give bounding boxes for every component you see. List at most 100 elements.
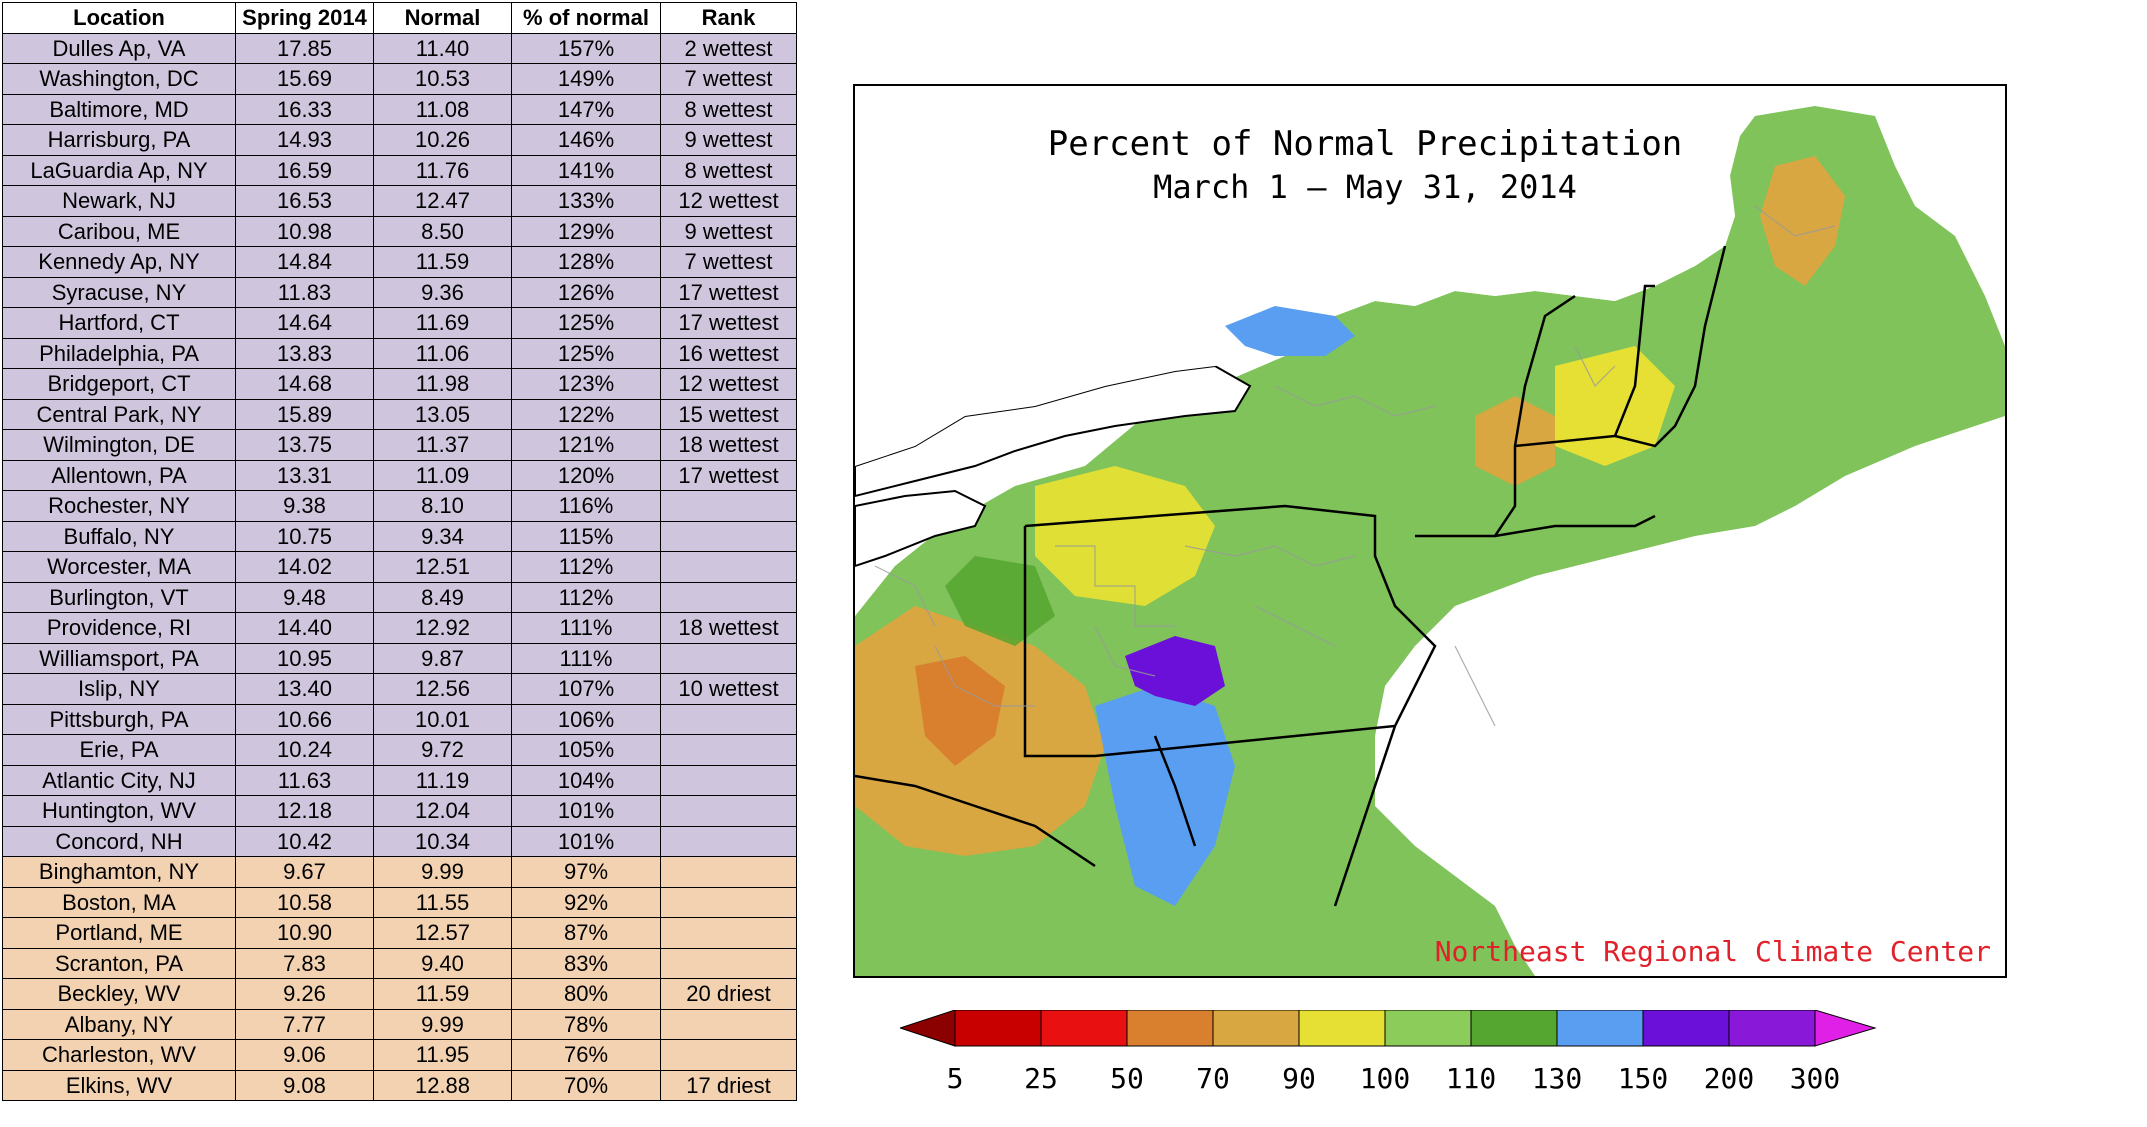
cell-normal: 11.98 <box>373 368 512 400</box>
cell-normal: 11.06 <box>373 337 512 369</box>
cell-spring-2014: 16.33 <box>235 93 374 125</box>
cell-percent-of-normal: 78% <box>511 1008 661 1040</box>
cell-location: Williamsport, PA <box>2 642 236 674</box>
cell-spring-2014: 14.02 <box>235 551 374 583</box>
legend-swatch <box>954 1010 1042 1047</box>
table-row: Buffalo, NY 10.75 9.34 115% <box>2 520 797 552</box>
cell-normal: 11.55 <box>373 886 512 918</box>
legend-swatch <box>1384 1010 1472 1047</box>
table-row: Albany, NY 7.77 9.99 78% <box>2 1008 797 1040</box>
cell-normal: 12.51 <box>373 551 512 583</box>
table-row: Erie, PA 10.24 9.72 105% <box>2 734 797 766</box>
cell-location: Scranton, PA <box>2 947 236 979</box>
table-row: Newark, NJ 16.53 12.47 133% 12 wettest <box>2 185 797 217</box>
cell-normal: 9.99 <box>373 1008 512 1040</box>
legend-label: 5 <box>947 1062 964 1095</box>
table-row: Wilmington, DE 13.75 11.37 121% 18 wettest <box>2 429 797 461</box>
cell-rank: 12 wettest <box>660 185 797 217</box>
cell-percent-of-normal: 125% <box>511 307 661 339</box>
cell-spring-2014: 15.69 <box>235 63 374 95</box>
cell-location: Caribou, ME <box>2 215 236 247</box>
cell-normal: 10.34 <box>373 825 512 857</box>
cell-percent-of-normal: 126% <box>511 276 661 308</box>
table-row: Scranton, PA 7.83 9.40 83% <box>2 947 797 979</box>
table-row: Rochester, NY 9.38 8.10 116% <box>2 490 797 522</box>
cell-spring-2014: 11.83 <box>235 276 374 308</box>
cell-normal: 8.50 <box>373 215 512 247</box>
cell-rank <box>660 886 797 918</box>
cell-location: Washington, DC <box>2 63 236 95</box>
cell-spring-2014: 14.84 <box>235 246 374 278</box>
cell-location: LaGuardia Ap, NY <box>2 154 236 186</box>
cell-spring-2014: 16.59 <box>235 154 374 186</box>
cell-location: Newark, NJ <box>2 185 236 217</box>
cell-spring-2014: 14.40 <box>235 612 374 644</box>
cell-spring-2014: 10.66 <box>235 703 374 735</box>
cell-location: Philadelphia, PA <box>2 337 236 369</box>
cell-rank: 7 wettest <box>660 246 797 278</box>
zone-blue-ny <box>1225 306 1355 356</box>
cell-percent-of-normal: 147% <box>511 93 661 125</box>
cell-percent-of-normal: 115% <box>511 520 661 552</box>
cell-location: Islip, NY <box>2 673 236 705</box>
legend-swatch <box>1642 1010 1730 1047</box>
cell-location: Albany, NY <box>2 1008 236 1040</box>
cell-rank <box>660 490 797 522</box>
cell-location: Erie, PA <box>2 734 236 766</box>
cell-normal: 8.10 <box>373 490 512 522</box>
cell-spring-2014: 10.24 <box>235 734 374 766</box>
cell-percent-of-normal: 121% <box>511 429 661 461</box>
table-row: Hartford, CT 14.64 11.69 125% 17 wettest <box>2 307 797 339</box>
cell-spring-2014: 13.75 <box>235 429 374 461</box>
cell-spring-2014: 9.06 <box>235 1039 374 1071</box>
table-row: Williamsport, PA 10.95 9.87 111% <box>2 642 797 674</box>
cell-percent-of-normal: 80% <box>511 978 661 1010</box>
cell-location: Harrisburg, PA <box>2 124 236 156</box>
cell-location: Huntington, WV <box>2 795 236 827</box>
cell-rank <box>660 734 797 766</box>
cell-spring-2014: 7.83 <box>235 947 374 979</box>
cell-spring-2014: 13.31 <box>235 459 374 491</box>
table-row: Harrisburg, PA 14.93 10.26 146% 9 wettest <box>2 124 797 156</box>
lake-erie <box>855 489 987 568</box>
cell-spring-2014: 9.08 <box>235 1069 374 1101</box>
cell-percent-of-normal: 105% <box>511 734 661 766</box>
cell-spring-2014: 10.95 <box>235 642 374 674</box>
cell-location: Kennedy Ap, NY <box>2 246 236 278</box>
cell-location: Bridgeport, CT <box>2 368 236 400</box>
map-credit: Northeast Regional Climate Center <box>1434 935 1991 968</box>
table-row: Kennedy Ap, NY 14.84 11.59 128% 7 wettest <box>2 246 797 278</box>
cell-rank <box>660 917 797 949</box>
cell-normal: 8.49 <box>373 581 512 613</box>
zone-darkorange-wv <box>915 656 1005 766</box>
cell-normal: 11.37 <box>373 429 512 461</box>
cell-normal: 12.04 <box>373 795 512 827</box>
legend-label: 25 <box>1024 1062 1058 1095</box>
cell-spring-2014: 9.67 <box>235 856 374 888</box>
legend-swatch <box>1212 1010 1300 1047</box>
cell-rank <box>660 581 797 613</box>
cell-normal: 11.40 <box>373 32 512 64</box>
table-row: Baltimore, MD 16.33 11.08 147% 8 wettest <box>2 93 797 125</box>
table-row: Charleston, WV 9.06 11.95 76% <box>2 1039 797 1071</box>
table-row: Philadelphia, PA 13.83 11.06 125% 16 wettest <box>2 337 797 369</box>
cell-rank: 20 driest <box>660 978 797 1010</box>
legend-label: 100 <box>1360 1062 1411 1095</box>
cell-rank: 17 wettest <box>660 276 797 308</box>
cell-location: Atlantic City, NJ <box>2 764 236 796</box>
cell-normal: 13.05 <box>373 398 512 430</box>
cell-percent-of-normal: 106% <box>511 703 661 735</box>
cell-percent-of-normal: 129% <box>511 215 661 247</box>
table-row: Burlington, VT 9.48 8.49 112% <box>2 581 797 613</box>
cell-rank: 10 wettest <box>660 673 797 705</box>
cell-normal: 11.95 <box>373 1039 512 1071</box>
cell-normal: 10.53 <box>373 63 512 95</box>
table-header-row: Location Spring 2014 Normal % of normal … <box>2 2 797 34</box>
header-location: Location <box>2 2 236 34</box>
cell-location: Boston, MA <box>2 886 236 918</box>
cell-spring-2014: 11.63 <box>235 764 374 796</box>
cell-rank: 9 wettest <box>660 215 797 247</box>
legend-label: 90 <box>1282 1062 1316 1095</box>
cell-spring-2014: 10.58 <box>235 886 374 918</box>
legend-swatch <box>1728 1010 1816 1047</box>
